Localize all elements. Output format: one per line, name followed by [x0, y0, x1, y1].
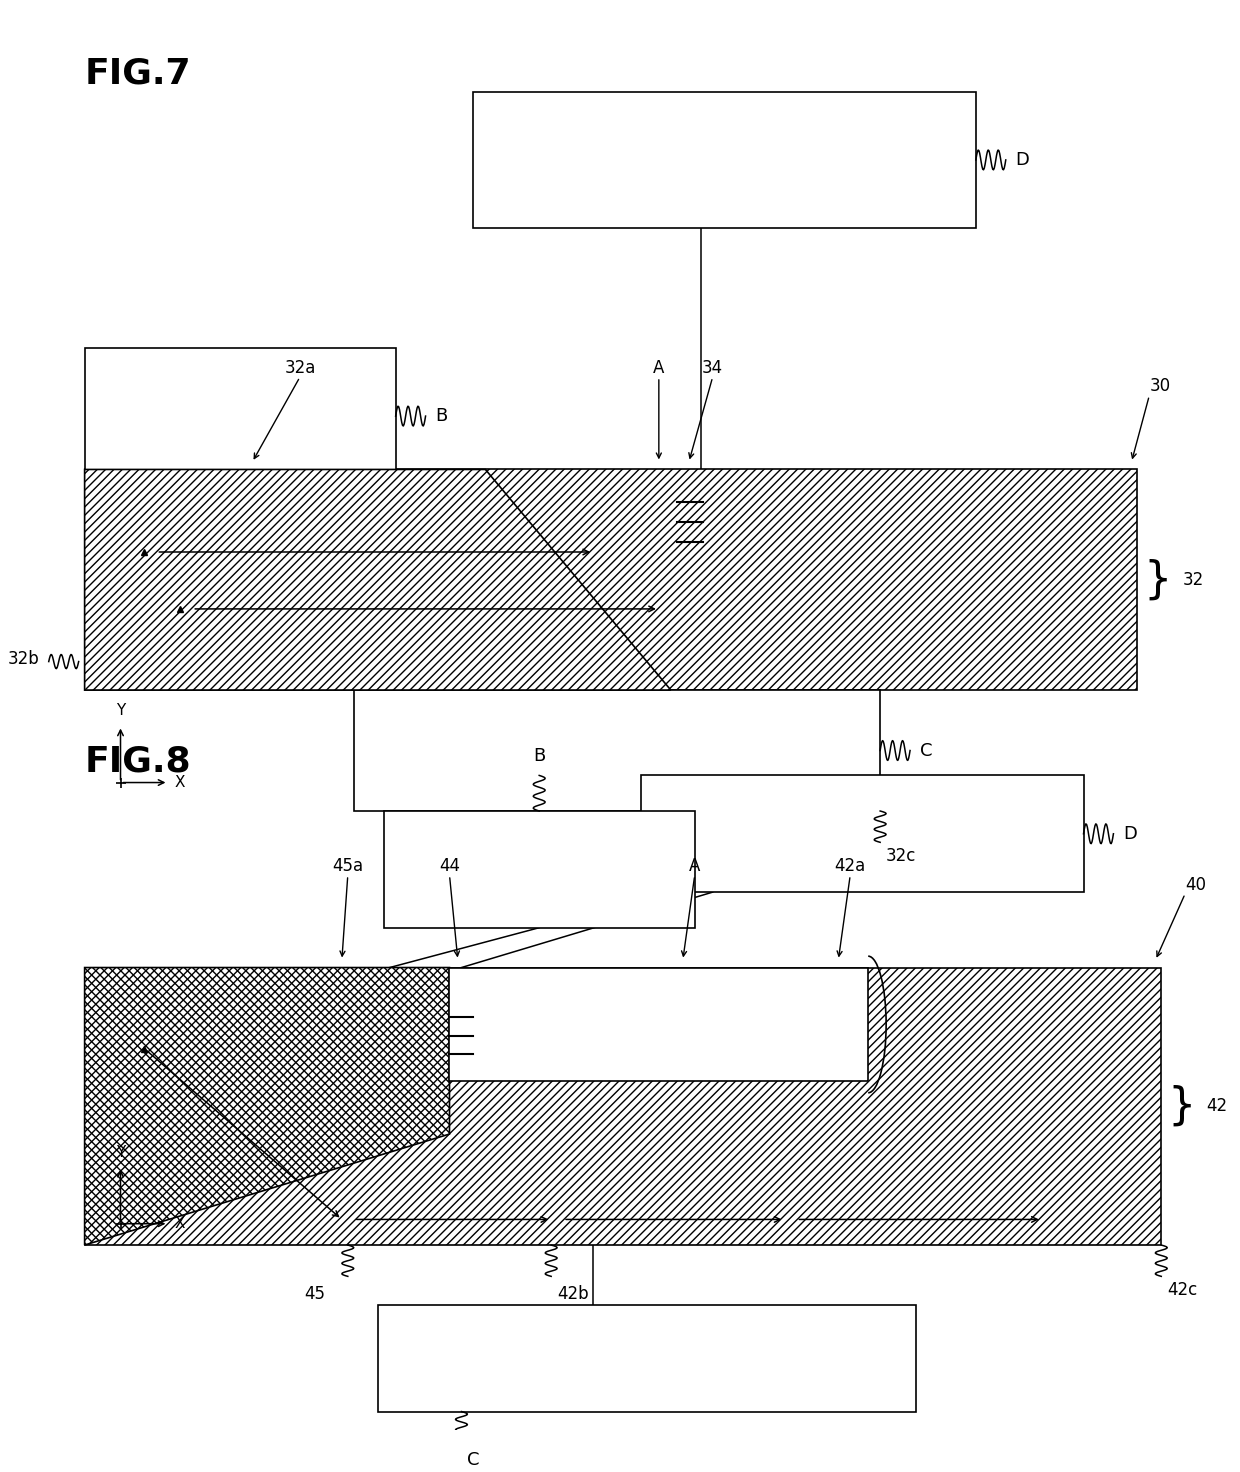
Text: 34: 34 — [702, 359, 723, 377]
Text: 42c: 42c — [1167, 1281, 1198, 1298]
Text: 42: 42 — [1207, 1097, 1228, 1116]
Text: }: } — [1167, 1085, 1195, 1128]
Bar — [84, 967, 1162, 1245]
Bar — [641, 776, 1084, 892]
Text: 30: 30 — [1149, 377, 1171, 396]
Bar — [84, 967, 1162, 1245]
Text: C: C — [920, 742, 932, 760]
Bar — [383, 811, 694, 927]
Bar — [84, 470, 1137, 690]
Text: A: A — [689, 857, 701, 874]
Text: 45: 45 — [304, 1285, 325, 1303]
Bar — [84, 349, 396, 484]
Bar — [378, 1304, 916, 1412]
Text: Y: Y — [115, 704, 125, 718]
Bar — [449, 967, 868, 1082]
Text: X: X — [175, 1216, 185, 1231]
Text: 42b: 42b — [557, 1285, 589, 1303]
Text: }: } — [1143, 558, 1172, 601]
Text: FIG.8: FIG.8 — [84, 745, 191, 779]
Text: C: C — [467, 1451, 480, 1469]
Text: 45a: 45a — [332, 857, 363, 874]
Bar — [474, 93, 976, 228]
Bar — [353, 690, 880, 811]
Bar — [84, 470, 1137, 690]
Text: 32b: 32b — [7, 649, 40, 668]
Text: X: X — [175, 776, 185, 790]
Text: 32c: 32c — [887, 846, 916, 864]
Polygon shape — [84, 470, 671, 690]
Text: 44: 44 — [439, 857, 460, 874]
Polygon shape — [84, 967, 449, 1245]
Text: B: B — [533, 748, 546, 765]
Text: 42a: 42a — [835, 857, 866, 874]
Text: 40: 40 — [1185, 876, 1207, 894]
Text: 32: 32 — [1183, 571, 1204, 589]
Text: A: A — [653, 359, 665, 377]
Text: D: D — [1016, 152, 1029, 169]
Text: 32a: 32a — [284, 359, 316, 377]
Text: D: D — [1123, 824, 1137, 843]
Text: Y: Y — [115, 1145, 125, 1160]
Text: FIG.7: FIG.7 — [84, 57, 191, 91]
Text: B: B — [435, 408, 448, 425]
